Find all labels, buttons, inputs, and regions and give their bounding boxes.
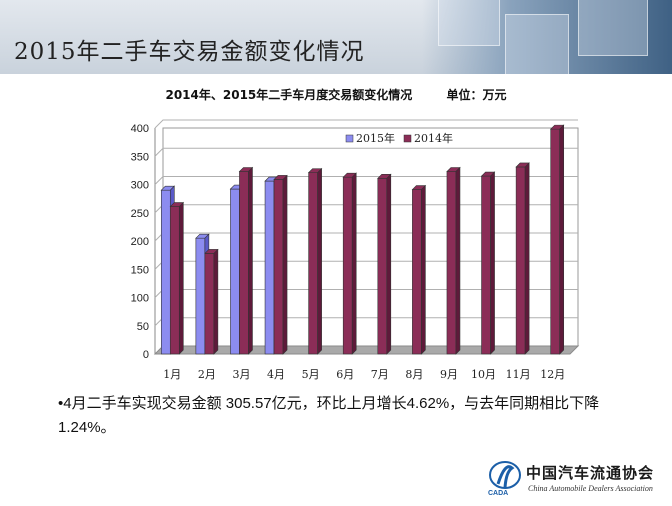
- x-tick-label: 4月: [267, 368, 285, 381]
- x-tick-label: 3月: [232, 368, 250, 381]
- bar: [273, 174, 288, 355]
- x-tick-label: 12月: [540, 368, 565, 381]
- x-tick-label: 8月: [405, 368, 423, 381]
- logo-abbreviation: CADA: [488, 490, 509, 497]
- cada-logo: CADA 中国汽车流通协会 China Automobile Dealers A…: [488, 456, 668, 500]
- chart-unit: 单位：万元: [446, 88, 507, 102]
- x-tick-label: 5月: [302, 368, 320, 381]
- bar: [446, 166, 461, 355]
- page-title: 2015年二手车交易金额变化情况: [14, 39, 365, 65]
- gridline: [154, 147, 578, 157]
- bar: [377, 173, 392, 355]
- header-decoration: [422, 0, 672, 74]
- x-tick-label: 1月: [163, 368, 181, 381]
- y-tick-label: 150: [131, 264, 149, 276]
- x-tick-label: 9月: [440, 368, 458, 381]
- y-tick-label: 300: [131, 180, 149, 192]
- plot-back-wall: [162, 127, 579, 347]
- legend-label: 2014年: [414, 131, 453, 145]
- legend-swatch: [345, 134, 354, 143]
- legend-label: 2015年: [356, 131, 395, 145]
- logo-chinese-name: 中国汽车流通协会: [526, 464, 655, 482]
- bar: [204, 248, 219, 355]
- bar: [169, 201, 185, 355]
- bar: [480, 171, 496, 355]
- y-tick-label: 250: [131, 208, 149, 220]
- decor-cube: [578, 0, 648, 56]
- chart-title: 2014年、2015年二手车月度交易额变化情况: [165, 88, 413, 102]
- decor-cube: [505, 14, 569, 74]
- logo-english-name: China Automobile Dealers Association: [528, 484, 653, 493]
- bar: [549, 124, 565, 355]
- chart-heading: 2014年、2015年二手车月度交易额变化情况 单位：万元: [0, 86, 672, 103]
- bar: [515, 162, 530, 355]
- gridline: [154, 119, 578, 129]
- x-tick-label: 7月: [371, 368, 389, 381]
- bar: [238, 166, 254, 355]
- plot-floor: [153, 345, 580, 355]
- y-tick-label: 200: [131, 236, 149, 248]
- y-tick-label: 100: [131, 293, 149, 305]
- bar: [307, 167, 323, 355]
- legend-swatch: [403, 134, 412, 143]
- y-tick-label: 0: [143, 349, 149, 361]
- y-tick-label: 350: [131, 151, 149, 163]
- y-tick-label: 50: [137, 321, 149, 333]
- y-tick-label: 400: [131, 123, 149, 135]
- bar: [411, 184, 427, 355]
- bar: [342, 172, 357, 355]
- gridline: [154, 176, 578, 185]
- decor-cube: [438, 0, 500, 46]
- x-tick-label: 10月: [471, 368, 496, 381]
- x-tick-label: 2月: [198, 368, 216, 381]
- summary-text: •4月二手车实现交易金额 305.57亿元，环比上月增长4.62%，与去年同期相…: [58, 395, 600, 436]
- x-tick-label: 11月: [506, 368, 531, 381]
- bar-chart: 0 50 100 150 200 250 300 350 400 1月 2月 3月 4月 5月 6月 7月 8月…: [131, 119, 580, 381]
- x-tick-label: 6月: [336, 368, 354, 381]
- cada-logo-mark: [489, 461, 521, 489]
- header-banner: 2015年二手车交易金额变化情况: [0, 0, 672, 74]
